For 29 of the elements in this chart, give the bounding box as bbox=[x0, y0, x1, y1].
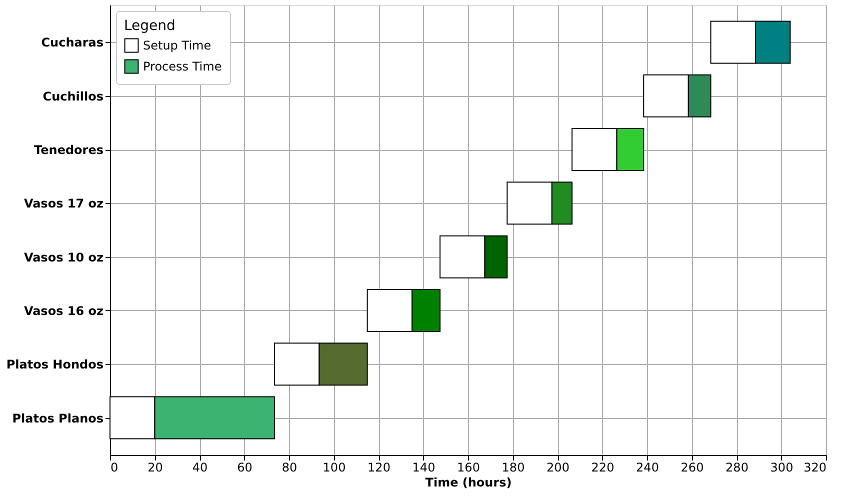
legend-label: Process Time bbox=[143, 60, 222, 74]
y-tick-label: Platos Planos bbox=[12, 411, 104, 426]
x-tick-label: 300 bbox=[770, 460, 794, 474]
legend-label: Setup Time bbox=[143, 38, 212, 52]
x-tick-label: 100 bbox=[322, 460, 346, 474]
x-tick-label: 20 bbox=[148, 460, 163, 474]
y-tick-label: Vasos 16 oz bbox=[24, 304, 104, 318]
x-axis-title: Time (hours) bbox=[425, 476, 512, 490]
x-tick-label: 320 bbox=[804, 460, 826, 474]
x-tick-label: 220 bbox=[591, 460, 614, 474]
x-tick-label: 140 bbox=[412, 460, 436, 474]
x-tick-label: 200 bbox=[546, 460, 570, 474]
x-tick-label: 0 bbox=[110, 460, 118, 474]
y-tick-label: Cuchillos bbox=[42, 89, 104, 104]
y-tick-label: Tenedores bbox=[34, 143, 104, 158]
x-tick-label: 260 bbox=[680, 460, 704, 474]
x-tick-label: 80 bbox=[282, 460, 298, 474]
x-tick-label: 240 bbox=[636, 460, 659, 474]
y-tick-label: Platos Hondos bbox=[6, 358, 104, 372]
x-tick-label: 40 bbox=[192, 460, 208, 474]
legend-title: Legend bbox=[124, 18, 176, 34]
x-tick-label: 60 bbox=[237, 460, 252, 474]
x-tick-label: 120 bbox=[368, 460, 390, 474]
x-tick-label: 180 bbox=[502, 460, 525, 474]
x-tick-label: 160 bbox=[457, 460, 480, 474]
y-tick-label: Vasos 10 oz bbox=[24, 250, 104, 264]
x-tick-label: 280 bbox=[726, 460, 748, 474]
y-tick-label: Vasos 17 oz bbox=[24, 196, 104, 211]
y-tick-label: Cucharas bbox=[41, 36, 104, 50]
